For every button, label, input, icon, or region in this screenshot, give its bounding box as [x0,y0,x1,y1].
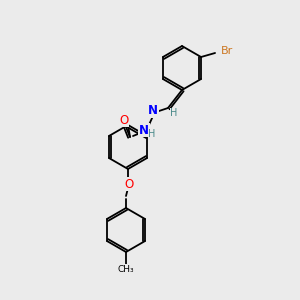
Text: O: O [119,113,129,127]
Text: O: O [124,178,134,190]
Text: CH₃: CH₃ [118,265,134,274]
Text: H: H [170,108,178,118]
Text: H: H [148,129,156,139]
Text: Br: Br [221,46,233,56]
Text: N: N [148,104,158,118]
Text: N: N [139,124,149,136]
